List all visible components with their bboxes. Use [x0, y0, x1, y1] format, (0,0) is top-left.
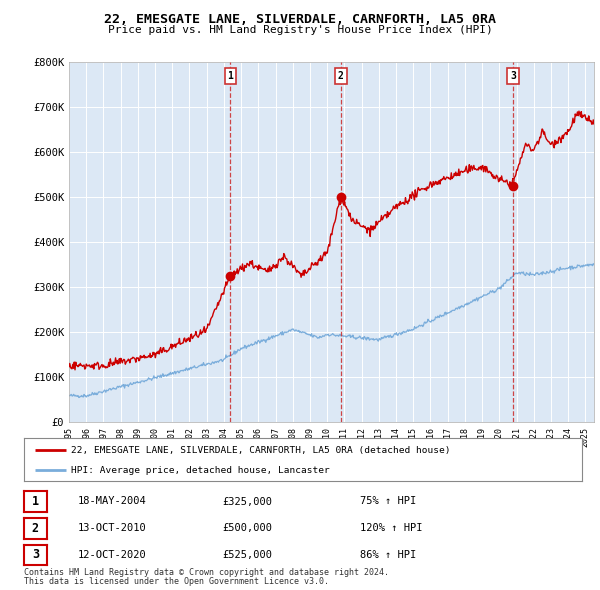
Text: Contains HM Land Registry data © Crown copyright and database right 2024.: Contains HM Land Registry data © Crown c…: [24, 568, 389, 577]
Text: 75% ↑ HPI: 75% ↑ HPI: [360, 497, 416, 506]
Text: 3: 3: [510, 71, 516, 81]
Text: £500,000: £500,000: [222, 523, 272, 533]
Text: 3: 3: [32, 548, 39, 562]
Text: £325,000: £325,000: [222, 497, 272, 506]
Text: Price paid vs. HM Land Registry's House Price Index (HPI): Price paid vs. HM Land Registry's House …: [107, 25, 493, 35]
Text: 22, EMESGATE LANE, SILVERDALE, CARNFORTH, LA5 0RA: 22, EMESGATE LANE, SILVERDALE, CARNFORTH…: [104, 13, 496, 26]
Text: HPI: Average price, detached house, Lancaster: HPI: Average price, detached house, Lanc…: [71, 466, 330, 475]
Text: This data is licensed under the Open Government Licence v3.0.: This data is licensed under the Open Gov…: [24, 578, 329, 586]
Text: 12-OCT-2020: 12-OCT-2020: [78, 550, 147, 559]
Text: 86% ↑ HPI: 86% ↑ HPI: [360, 550, 416, 559]
Text: 2: 2: [338, 71, 344, 81]
Text: £525,000: £525,000: [222, 550, 272, 559]
Text: 22, EMESGATE LANE, SILVERDALE, CARNFORTH, LA5 0RA (detached house): 22, EMESGATE LANE, SILVERDALE, CARNFORTH…: [71, 446, 451, 455]
Text: 1: 1: [32, 495, 39, 509]
Text: 1: 1: [227, 71, 233, 81]
Text: 120% ↑ HPI: 120% ↑ HPI: [360, 523, 422, 533]
Text: 13-OCT-2010: 13-OCT-2010: [78, 523, 147, 533]
Text: 18-MAY-2004: 18-MAY-2004: [78, 497, 147, 506]
Text: 2: 2: [32, 522, 39, 535]
